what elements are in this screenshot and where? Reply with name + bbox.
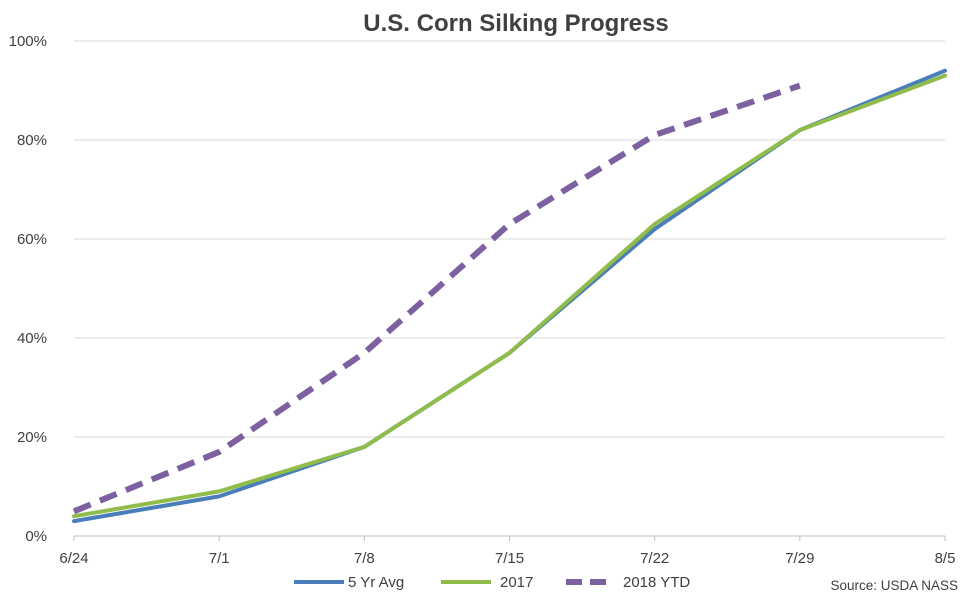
x-tick-label: 7/8 — [354, 550, 375, 567]
y-tick-label: 60% — [17, 231, 47, 248]
y-tick-label: 40% — [17, 330, 47, 347]
y-tick-label: 20% — [17, 429, 47, 446]
legend-label: 2017 — [500, 574, 533, 591]
gridlines — [74, 40, 945, 537]
y-tick-label: 80% — [17, 132, 47, 149]
x-tick-label: 7/29 — [785, 550, 814, 567]
series-line-2 — [72, 82, 801, 515]
legend-label: 5 Yr Avg — [348, 574, 404, 591]
x-tick-label: 7/15 — [495, 550, 524, 567]
y-axis-tick-labels: 0% 20% 40% 60% 80% 100% — [9, 33, 47, 545]
x-tick-label: 7/22 — [640, 550, 669, 567]
x-tick-label: 8/5 — [935, 550, 956, 567]
y-tick-label: 100% — [9, 33, 47, 50]
legend-label: 2018 YTD — [623, 574, 690, 591]
legend: 5 Yr Avg 2017 2018 YTD — [294, 574, 690, 591]
x-tick-label: 6/24 — [59, 550, 88, 567]
y-tick-label: 0% — [25, 528, 47, 545]
x-tick-label: 7/1 — [209, 550, 230, 567]
x-axis-tick-labels: 6/24 7/1 7/8 7/15 7/22 7/29 8/5 — [59, 536, 955, 567]
series-line-0 — [72, 68, 947, 524]
source-note: Source: USDA NASS — [830, 578, 958, 593]
series-lines — [72, 68, 947, 524]
series-line-1 — [72, 73, 947, 519]
chart-title: U.S. Corn Silking Progress — [363, 10, 668, 37]
